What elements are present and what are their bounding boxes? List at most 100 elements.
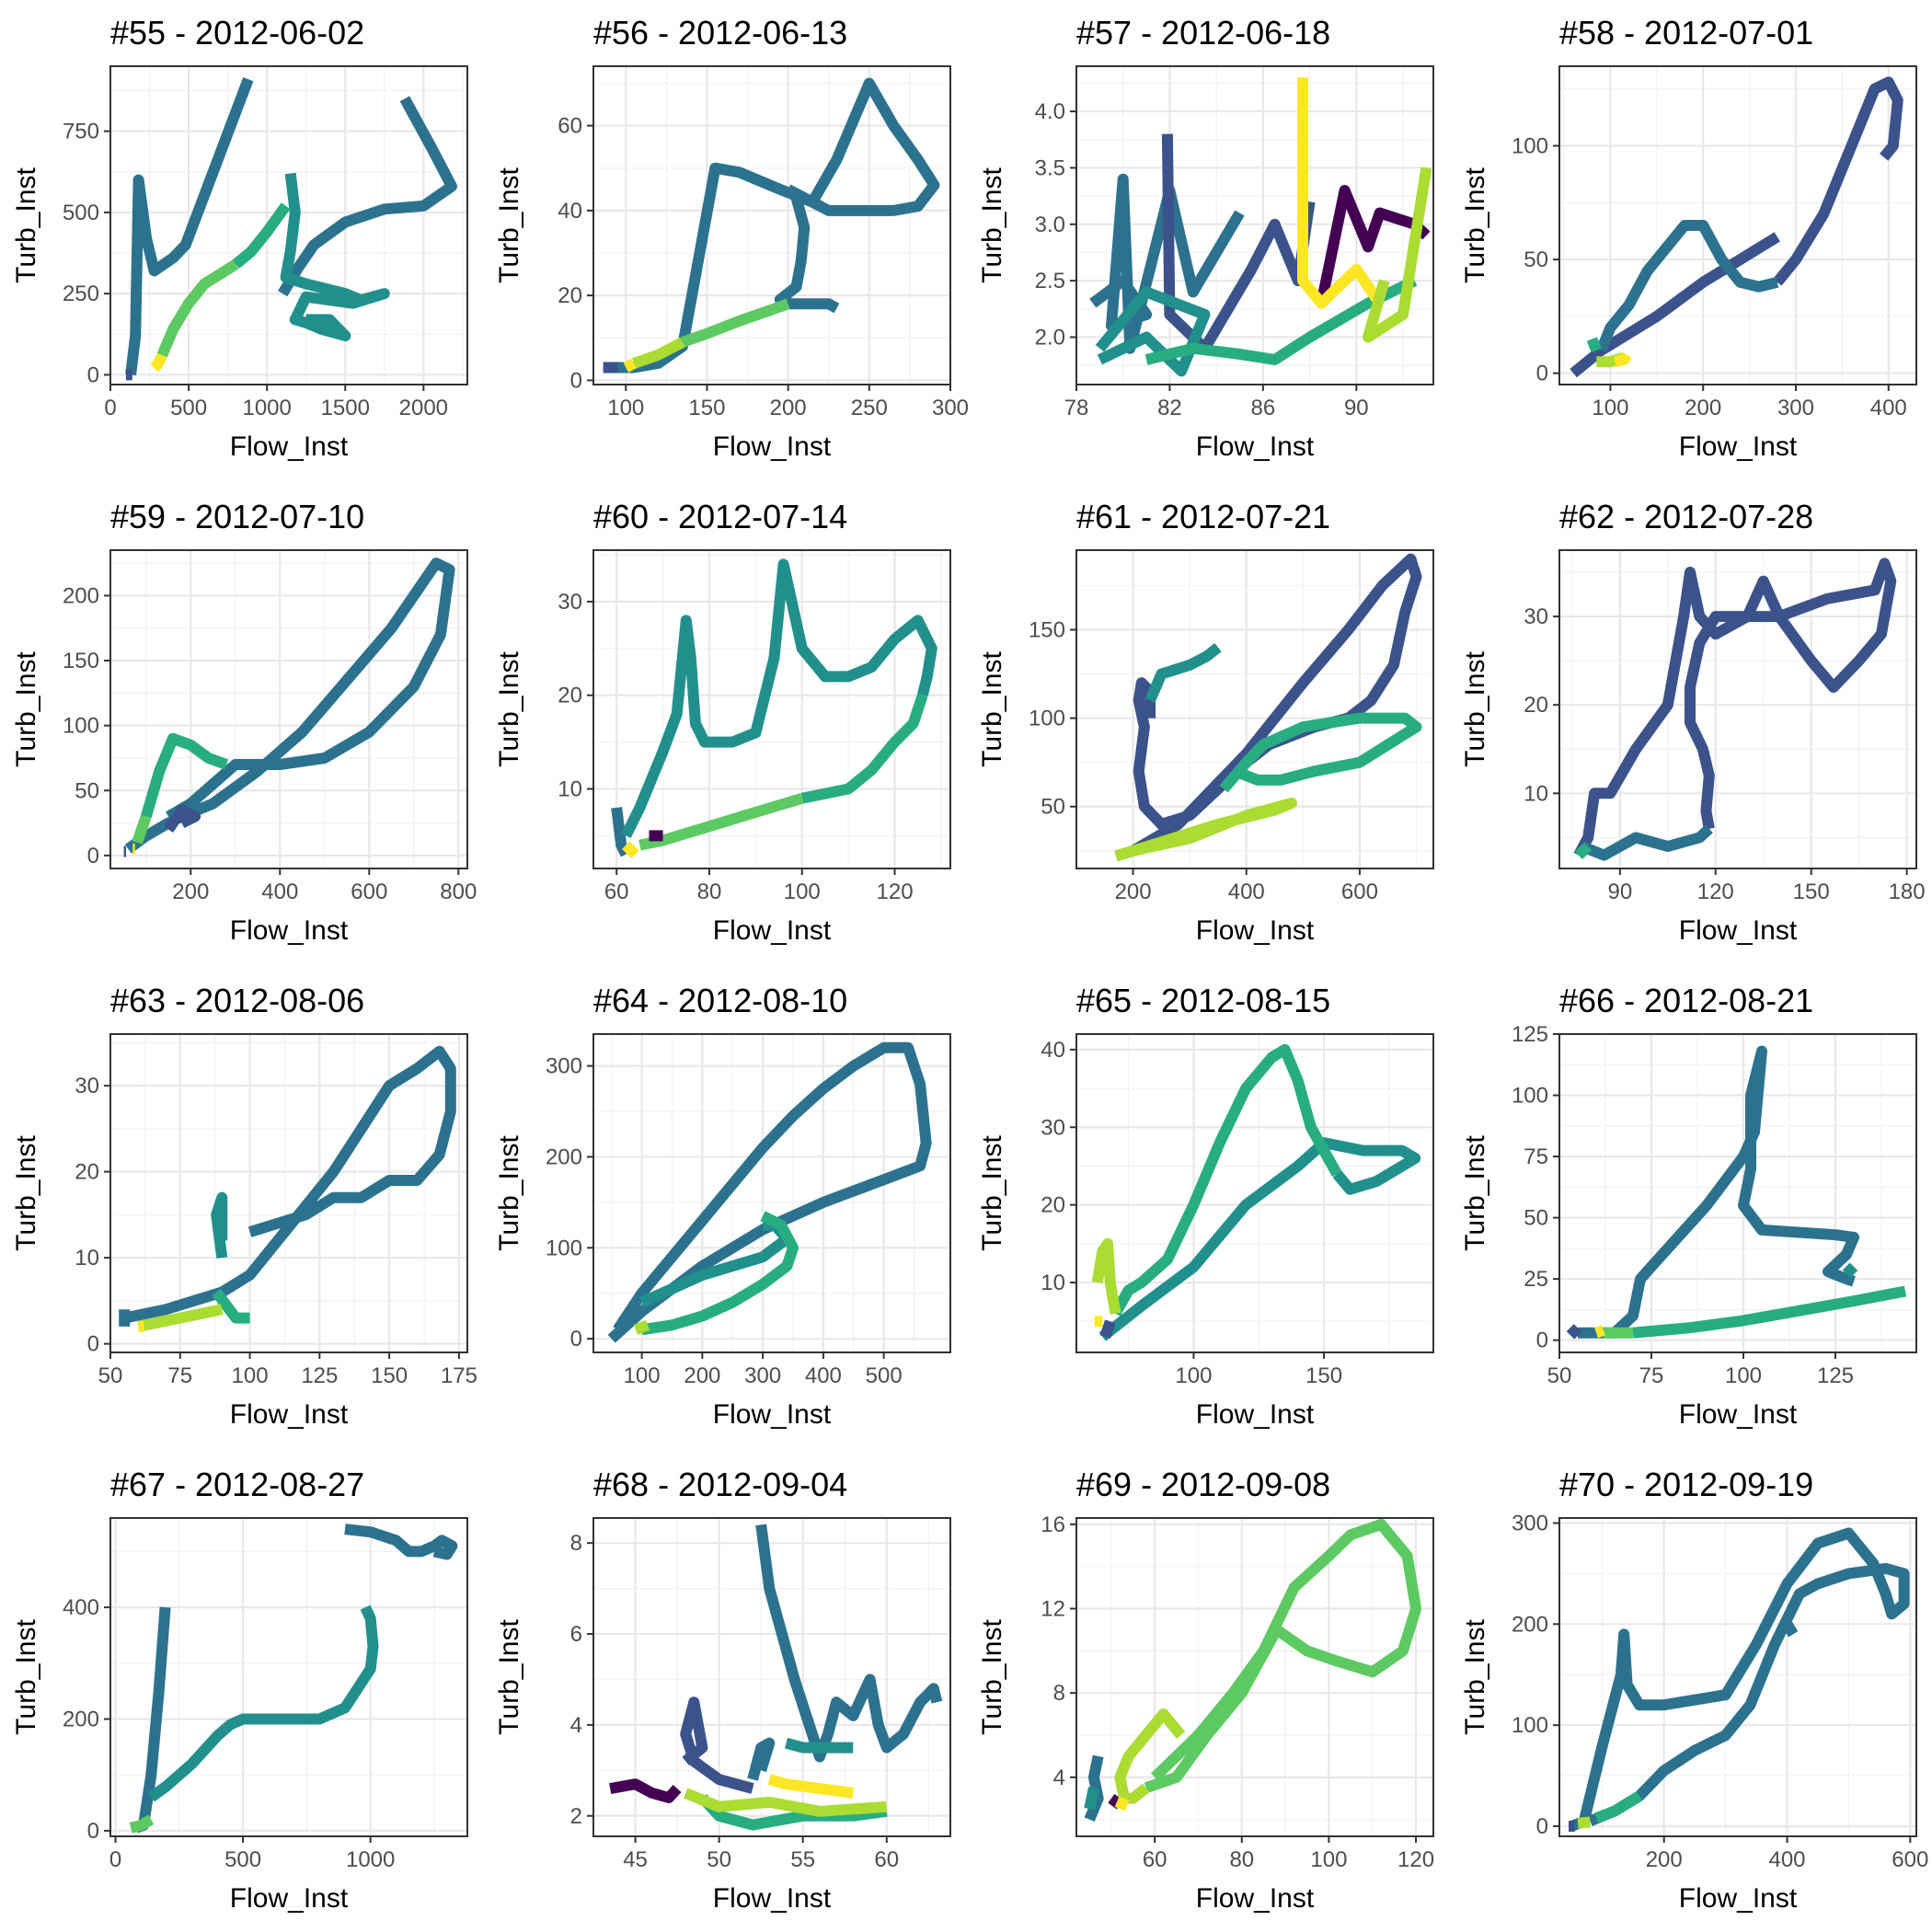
panel-title: #67 - 2012-08-27 bbox=[110, 1466, 364, 1503]
series-group bbox=[1091, 1043, 1421, 1341]
panel-title: #58 - 2012-07-01 bbox=[1559, 14, 1813, 52]
y-tick-label: 30 bbox=[558, 590, 582, 615]
series-group bbox=[129, 1524, 458, 1834]
panel-1: #55 - 2012-06-02 0 500 1000 1500 2000 0 250 500 7… bbox=[11, 14, 468, 462]
panel-title: #68 - 2012-09-04 bbox=[593, 1466, 847, 1503]
series-line-4 bbox=[129, 1814, 155, 1834]
panel-12: #66 - 2012-08-21 50 75 100 125 0 25 50 75 100 125 F… bbox=[1460, 982, 1917, 1430]
series-line-2 bbox=[774, 196, 840, 314]
series-line-5 bbox=[156, 259, 239, 358]
x-tick-label: 150 bbox=[1305, 1363, 1342, 1388]
x-axis-title: Flow_Inst bbox=[1196, 1883, 1315, 1914]
grid bbox=[1076, 1518, 1433, 1836]
x-tick-label: 400 bbox=[1768, 1847, 1805, 1872]
panel-border bbox=[592, 65, 951, 385]
x-tick-label: 200 bbox=[172, 880, 209, 904]
x-tick-label: 120 bbox=[1397, 1847, 1434, 1872]
x-tick-label: 0 bbox=[109, 1847, 121, 1872]
y-tick-label: 20 bbox=[75, 1160, 99, 1185]
series-line-2 bbox=[1110, 1043, 1342, 1317]
y-tick-label: 20 bbox=[1041, 1193, 1065, 1218]
y-axis-title: Turb_Inst bbox=[494, 1619, 524, 1735]
y-tick-label: 200 bbox=[63, 583, 99, 608]
panel-border bbox=[1075, 65, 1434, 385]
x-tick-label: 75 bbox=[167, 1363, 192, 1388]
series-line-3 bbox=[1593, 1790, 1643, 1823]
grid bbox=[1075, 550, 1433, 868]
series-line-3 bbox=[640, 1211, 799, 1336]
x-tick-label: 55 bbox=[790, 1847, 815, 1872]
y-tick-label: 750 bbox=[63, 120, 99, 144]
y-axis-title: Turb_Inst bbox=[11, 651, 41, 767]
series-line-2 bbox=[278, 96, 457, 297]
panel-3: #57 - 2012-06-18 78 82 86 90 2.0 2.5 3.0 3.5 4.0 F… bbox=[977, 14, 1434, 462]
x-tick-label: 80 bbox=[1229, 1847, 1254, 1872]
series-group bbox=[1573, 558, 1897, 861]
y-tick-label: 300 bbox=[1512, 1511, 1548, 1535]
series-line-6 bbox=[622, 841, 639, 858]
y-axis-title: Turb_Inst bbox=[977, 1135, 1007, 1251]
x-axis-title: Flow_Inst bbox=[713, 1883, 832, 1914]
x-tick-label: 200 bbox=[1685, 396, 1721, 420]
series-line-1 bbox=[755, 1524, 943, 1763]
series-line-2 bbox=[1144, 642, 1222, 703]
x-tick-label: 100 bbox=[1175, 1363, 1212, 1388]
series-line-4 bbox=[609, 1778, 682, 1803]
series-line-5 bbox=[784, 1737, 854, 1754]
series-group bbox=[1566, 1045, 1907, 1340]
series-line-2 bbox=[211, 1191, 228, 1259]
y-tick-label: 20 bbox=[558, 283, 582, 308]
series-line-4 bbox=[137, 1304, 224, 1332]
y-axis-title: Turb_Inst bbox=[977, 167, 1007, 283]
x-tick-label: 120 bbox=[877, 880, 914, 904]
plot-panel bbox=[1559, 550, 1916, 868]
panel-title: #65 - 2012-08-15 bbox=[1076, 982, 1330, 1019]
y-tick-label: 40 bbox=[1041, 1038, 1065, 1063]
series-group bbox=[1084, 1518, 1422, 1822]
x-tick-label: 120 bbox=[1697, 880, 1734, 904]
y-axis-title: Turb_Inst bbox=[977, 1619, 1007, 1735]
series-line-2 bbox=[747, 1737, 776, 1781]
x-tick-label: 90 bbox=[1607, 880, 1632, 904]
x-axis-title: Flow_Inst bbox=[713, 431, 832, 462]
y-tick-label: 0 bbox=[1536, 362, 1548, 386]
y-tick-label: 10 bbox=[1041, 1271, 1065, 1295]
grid bbox=[1559, 1518, 1916, 1836]
panel-5: #59 - 2012-07-10 200 400 600 800 0 50 100 150 200… bbox=[11, 498, 477, 946]
panel-9: #63 - 2012-08-06 50 75 100 125 150 175 0 10 20 30 F… bbox=[11, 982, 477, 1430]
x-tick-label: 1500 bbox=[321, 396, 370, 420]
y-tick-label: 50 bbox=[1524, 1206, 1548, 1231]
series-line-1 bbox=[1570, 232, 1780, 378]
panel-title: #69 - 2012-09-08 bbox=[1076, 1466, 1330, 1503]
y-tick-label: 4 bbox=[570, 1713, 582, 1738]
panel-title: #61 - 2012-07-21 bbox=[1076, 498, 1330, 535]
y-tick-label: 100 bbox=[63, 714, 99, 739]
y-tick-label: 60 bbox=[558, 114, 582, 139]
y-tick-label: 250 bbox=[63, 282, 99, 306]
panel-7: #61 - 2012-07-21 200 400 600 50 100 150 Flow_In… bbox=[977, 498, 1434, 946]
y-tick-label: 150 bbox=[1029, 618, 1065, 643]
series-line-3 bbox=[1574, 842, 1593, 860]
y-axis-title: Turb_Inst bbox=[11, 1135, 41, 1251]
x-axis-title: Flow_Inst bbox=[713, 915, 832, 946]
y-tick-label: 50 bbox=[1041, 795, 1065, 820]
series-group bbox=[609, 1524, 943, 1831]
x-axis-title: Flow_Inst bbox=[1196, 915, 1315, 946]
y-tick-label: 4.0 bbox=[1035, 99, 1065, 124]
y-axis-title: Turb_Inst bbox=[1460, 167, 1490, 283]
series-line-1 bbox=[1570, 1527, 1910, 1832]
series-group bbox=[123, 558, 455, 857]
y-tick-label: 2.5 bbox=[1035, 269, 1065, 293]
y-tick-label: 8 bbox=[570, 1531, 582, 1556]
series-line-3 bbox=[1095, 286, 1211, 377]
panel-border bbox=[1075, 549, 1434, 869]
x-tick-label: 78 bbox=[1064, 396, 1089, 420]
x-tick-label: 800 bbox=[440, 880, 477, 904]
x-tick-label: 400 bbox=[261, 880, 298, 904]
panel-title: #56 - 2012-06-13 bbox=[593, 14, 847, 52]
x-tick-label: 200 bbox=[1646, 1847, 1683, 1872]
y-tick-label: 100 bbox=[1512, 1713, 1548, 1738]
panel-border bbox=[592, 1033, 951, 1353]
x-tick-label: 1000 bbox=[242, 396, 291, 420]
y-tick-label: 125 bbox=[1512, 1022, 1548, 1047]
